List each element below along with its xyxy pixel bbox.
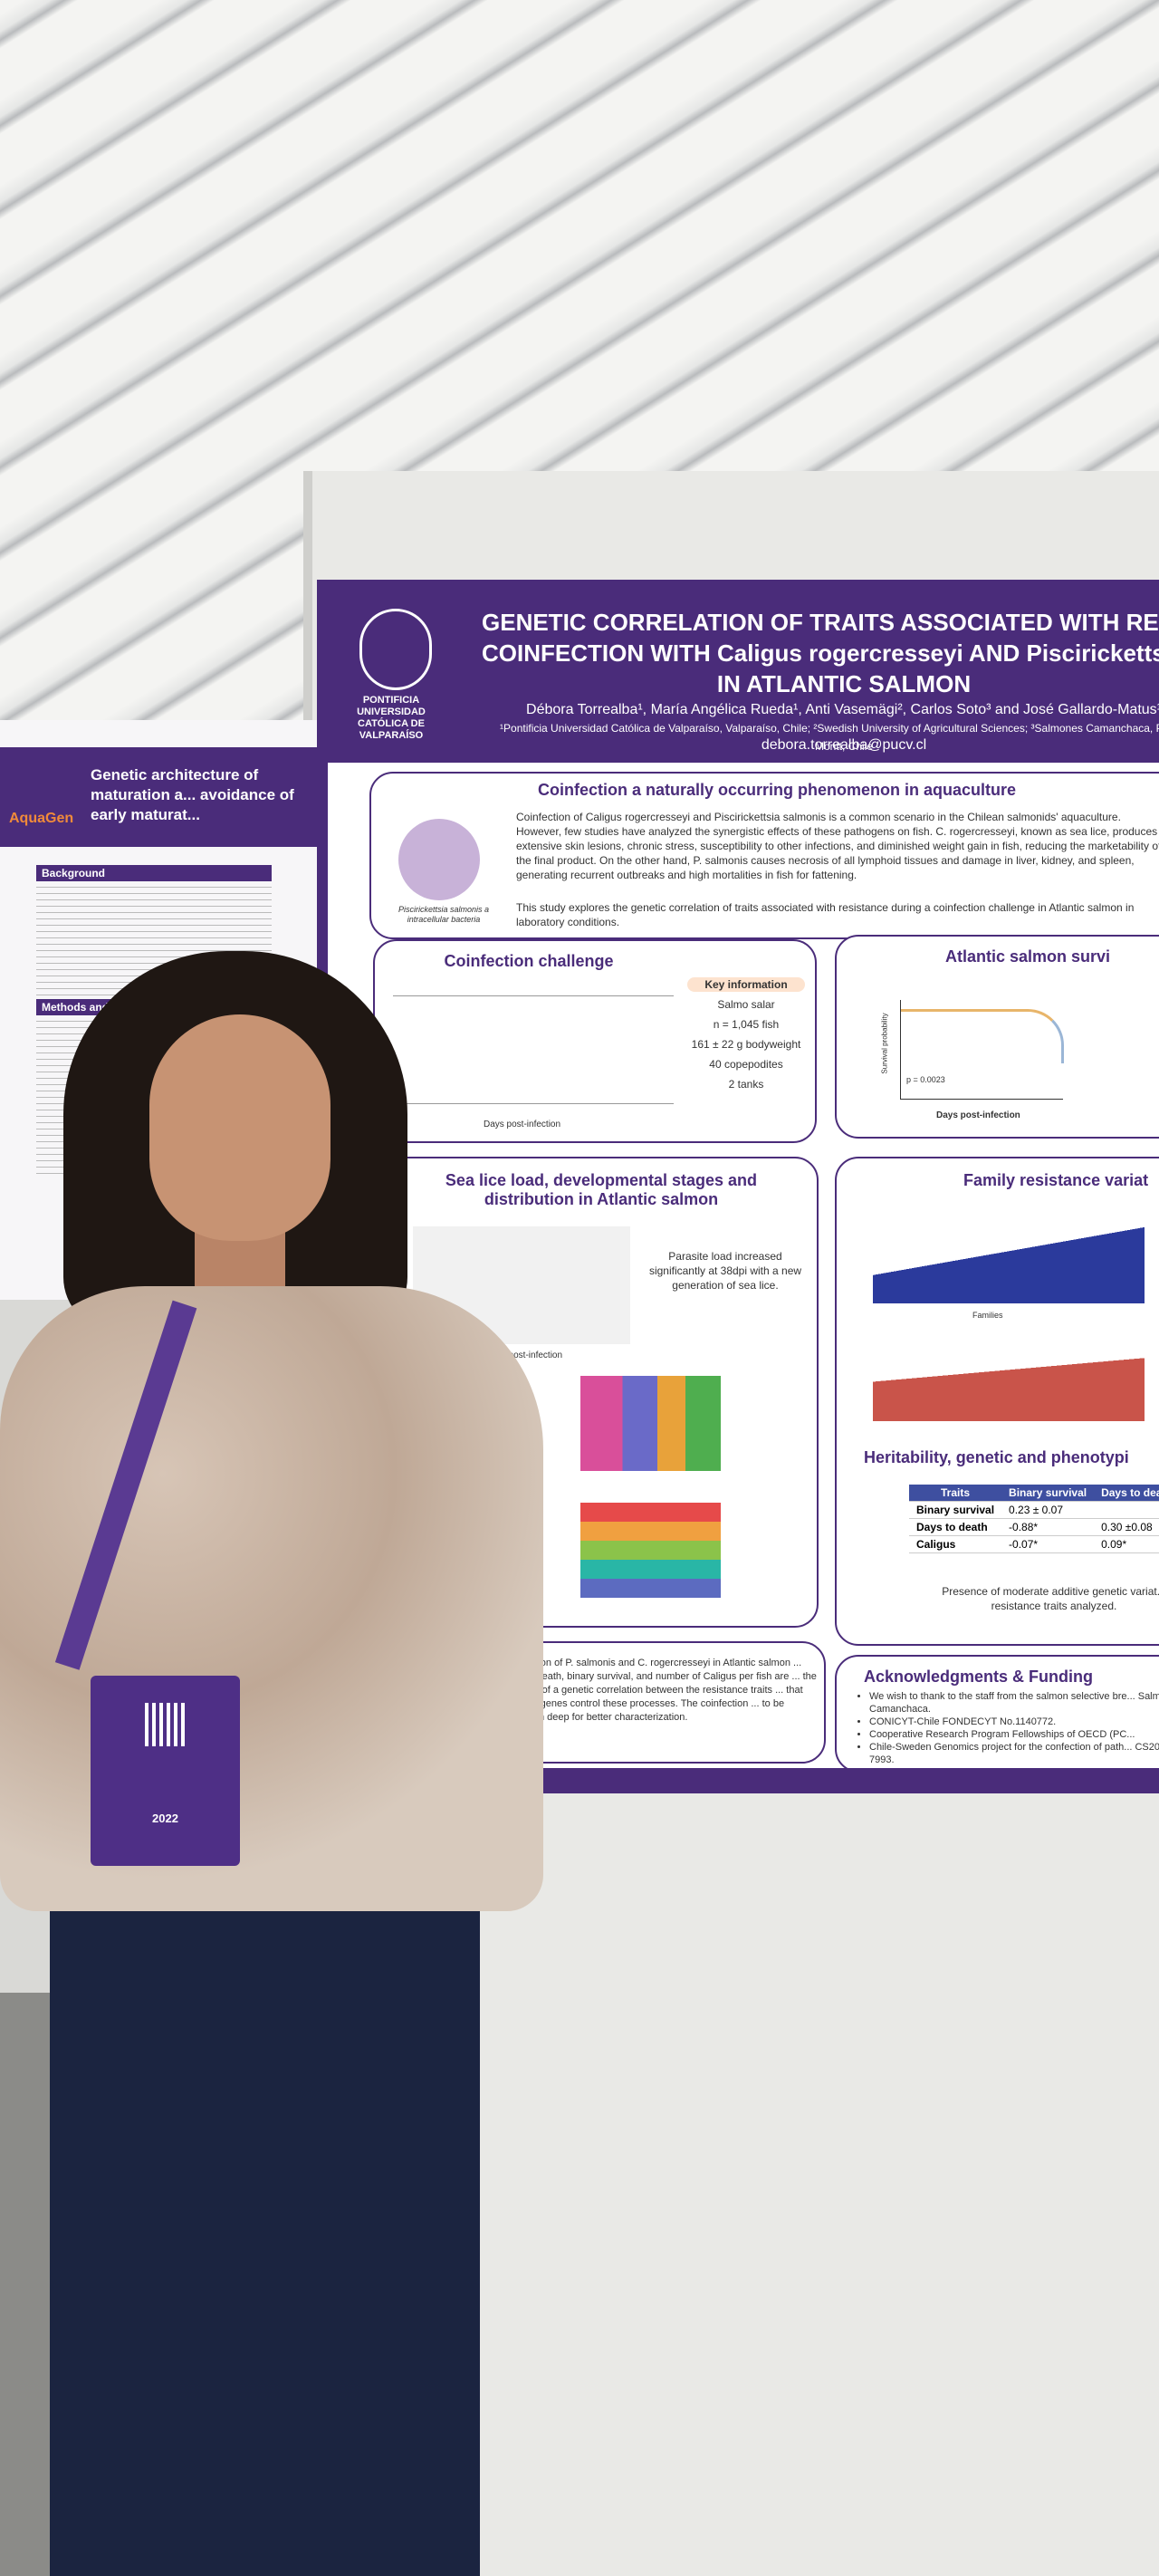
table-header-cell: Days to death xyxy=(1094,1485,1159,1502)
authors: Débora Torrealba¹, María Angélica Rueda¹… xyxy=(500,701,1159,755)
acknowledgment-list: We wish to thank to the staff from the s… xyxy=(855,1690,1159,1771)
table-cell: 0.30 ±0.08 xyxy=(1094,1518,1159,1536)
poster-header: PONTIFICIA UNIVERSIDAD CATÓLICA DE VALPA… xyxy=(328,591,1159,763)
table-row: Days to death -0.88* 0.30 ±0.08 xyxy=(909,1518,1159,1536)
person-jeans xyxy=(50,1848,480,2576)
conclusion-text: Coinfection of P. salmonis and C. rogerc… xyxy=(502,1658,817,1723)
title-line: IN ATLANTIC SALMON xyxy=(716,670,972,697)
key-item: 40 copepodites xyxy=(709,1058,783,1071)
key-heading: Key information xyxy=(687,977,805,992)
challenge-panel: Coinfection challenge Days post-infectio… xyxy=(373,939,817,1143)
institution: PONTIFICIA UNIVERSIDAD CATÓLICA DE VALPA… xyxy=(357,695,426,741)
intro-panel: Coinfection a naturally occurring phenom… xyxy=(369,772,1159,939)
key-item: 161 ± 22 g bodyweight xyxy=(691,1038,801,1051)
aim-text: This study explores the genetic correlat… xyxy=(516,901,1135,928)
table-cell xyxy=(1094,1501,1159,1519)
x-label: Days post-infection xyxy=(936,1110,1020,1120)
acknowledgment-item: Chile-Sweden Genomics project for the co… xyxy=(869,1741,1159,1766)
left-poster-header: Genetic architecture of maturation a... … xyxy=(0,747,319,847)
bacteria-image xyxy=(398,819,480,900)
left-poster-title: Genetic architecture of maturation a... … xyxy=(91,766,294,823)
acknowledgment-item: We wish to thank to the staff from the s… xyxy=(869,1690,1159,1716)
survival-plot: p = 0.0023 xyxy=(900,1000,1064,1100)
p-value: p = 0.0023 xyxy=(906,1075,945,1084)
poster-footer xyxy=(464,1768,1159,1783)
bar-chart xyxy=(873,1340,1145,1421)
key-item: 2 tanks xyxy=(728,1078,764,1091)
axis-label: Days post-infection xyxy=(484,1120,561,1129)
survival-panel: Atlantic salmon survi p = 0.0023 Surviva… xyxy=(835,935,1159,1139)
panel-heading: Coinfection challenge xyxy=(444,952,614,970)
table-cell: 0.23 ± 0.07 xyxy=(1001,1501,1095,1519)
main-poster: PONTIFICIA UNIVERSIDAD CATÓLICA DE VALPA… xyxy=(317,580,1159,1793)
bar-chart xyxy=(873,1213,1145,1303)
family-panel: Family resistance variat Families Herita… xyxy=(835,1157,1159,1646)
title-line: GENETIC CORRELATION OF TRAITS ASSOCIATED… xyxy=(482,609,1159,636)
table-cell: Caligus xyxy=(909,1535,1002,1553)
panel-heading: Sea lice load, developmental stages and … xyxy=(445,1171,758,1208)
note: Parasite load increased significantly at… xyxy=(648,1250,802,1292)
acknowledgment-item: CONICYT-Chile FONDECYT No.1140772. xyxy=(869,1716,1159,1728)
title-line: COINFECTION WITH Caligus rogercresseyi A… xyxy=(482,639,1159,667)
key-list: Salmo salar n = 1,045 fish 161 ± 22 g body… xyxy=(687,997,805,1091)
table-header-cell: Binary survival xyxy=(1001,1485,1095,1502)
image-caption: Piscirickettsia salmonis a intracellular… xyxy=(398,905,490,924)
affiliations: ¹Pontificia Universidad Católica de Valp… xyxy=(500,722,1159,753)
stage-chart xyxy=(580,1376,721,1471)
author-names: Débora Torrealba¹, María Angélica Rueda¹… xyxy=(526,702,1159,717)
panel-heading: Family resistance variat xyxy=(963,1171,1149,1189)
logo: AquaGen xyxy=(9,811,74,826)
acknowledgments-panel: Acknowledgments & Funding We wish to tha… xyxy=(835,1655,1159,1773)
y-label: Survival probability xyxy=(880,1013,889,1074)
badge: 2022 xyxy=(91,1676,240,1866)
section-heading: Background xyxy=(36,865,272,881)
panel-heading: Heritability, genetic and phenotypi xyxy=(864,1448,1129,1466)
table-cell: 0.09* xyxy=(1094,1535,1159,1553)
panel-heading: Atlantic salmon survi xyxy=(945,947,1111,966)
panel-heading: Acknowledgments & Funding xyxy=(864,1668,1094,1686)
x-label: Families xyxy=(972,1311,1003,1320)
table-row: Caligus -0.07* 0.09* xyxy=(909,1535,1159,1553)
timeline-diagram xyxy=(393,995,674,1104)
intro-text: Coinfection of Caligus rogercresseyi and… xyxy=(516,811,1159,881)
table-cell: -0.07* xyxy=(1001,1535,1095,1553)
email: debora.torrealba@pucv.cl xyxy=(761,737,927,753)
poster-title: GENETIC CORRELATION OF TRAITS ASSOCIATED… xyxy=(482,607,1159,699)
table-cell: Binary survival xyxy=(909,1501,1002,1519)
survival-curve xyxy=(901,1009,1064,1063)
table-cell: Days to death xyxy=(909,1518,1002,1536)
key-item: Salmo salar xyxy=(717,998,775,1011)
university-seal xyxy=(359,609,432,690)
note: Presence of moderate additive genetic va… xyxy=(942,1585,1159,1612)
acknowledgment-item: Cooperative Research Program Fellowships… xyxy=(869,1728,1159,1741)
distribution-chart xyxy=(580,1503,721,1598)
x-label: Days post-infection xyxy=(485,1350,563,1360)
table-header-cell: Traits xyxy=(909,1485,1002,1502)
key-info: Key information Salmo salar n = 1,045 fis… xyxy=(687,977,805,1091)
badge-text: 2022 xyxy=(152,1812,178,1825)
table-cell: -0.88* xyxy=(1001,1518,1095,1536)
table-row: Binary survival 0.23 ± 0.07 xyxy=(909,1501,1159,1519)
qr-code xyxy=(145,1703,188,1746)
person-face xyxy=(149,1014,330,1241)
key-item: n = 1,045 fish xyxy=(713,1018,780,1031)
panel-heading: Coinfection a naturally occurring phenom… xyxy=(537,781,1017,799)
